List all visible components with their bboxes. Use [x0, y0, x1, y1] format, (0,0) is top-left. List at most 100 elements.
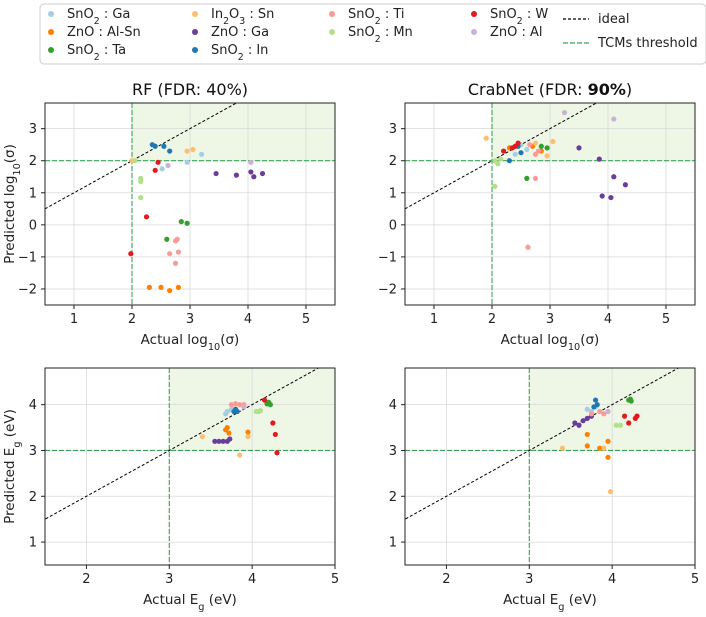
- data-point: [251, 174, 257, 180]
- data-point: [611, 116, 617, 122]
- legend-label: ZnO : Ga: [211, 25, 269, 40]
- data-point: [175, 249, 181, 255]
- data-point: [245, 434, 251, 440]
- ideal-line: [405, 368, 680, 520]
- x-axis-label: Actual log10(σ): [141, 332, 240, 353]
- data-point: [146, 284, 152, 290]
- data-point: [601, 445, 607, 451]
- data-point: [158, 284, 164, 290]
- data-point: [613, 422, 619, 428]
- data-point: [223, 411, 229, 417]
- data-point: [174, 236, 180, 242]
- data-point: [167, 251, 173, 257]
- y-tick-label: 2: [389, 490, 397, 505]
- legend-marker: [329, 11, 335, 17]
- data-point: [527, 142, 533, 148]
- data-point: [257, 408, 264, 414]
- data-point: [509, 145, 515, 151]
- data-point: [241, 404, 247, 410]
- legend-threshold-label: TCMs threshold: [597, 36, 698, 51]
- data-point: [226, 430, 232, 436]
- data-point: [544, 145, 550, 151]
- data-point: [237, 452, 243, 458]
- data-point: [165, 162, 171, 169]
- legend-marker: [471, 29, 477, 35]
- data-point: [161, 143, 167, 149]
- x-tick-label: 3: [165, 572, 173, 587]
- data-point: [608, 194, 614, 201]
- axes-frame: [44, 367, 336, 566]
- legend-marker: [48, 11, 54, 17]
- y-tick-label: 1: [29, 186, 37, 201]
- ideal-line: [405, 103, 598, 210]
- x-tick-label: 3: [546, 312, 554, 327]
- data-point: [178, 219, 184, 225]
- data-point: [605, 454, 611, 460]
- legend-marker: [329, 29, 335, 35]
- data-point: [492, 158, 498, 164]
- data-point: [605, 408, 611, 415]
- data-point: [237, 402, 243, 408]
- data-point: [561, 110, 568, 116]
- data-point: [559, 445, 566, 451]
- ideal-line: [45, 368, 320, 520]
- data-point: [167, 148, 173, 154]
- x-tick-label: 2: [128, 312, 136, 327]
- panel-rf-eg: 2 3 4 5 1 2 3 4 Actual Eg (eV) Predicted Eg (eV): [2, 367, 339, 613]
- data-point: [584, 431, 590, 438]
- data-point: [272, 431, 278, 438]
- y-tick-label: 4: [29, 398, 37, 413]
- data-point: [501, 148, 507, 154]
- x-tick-label: 1: [70, 312, 78, 327]
- panel-rf-sigma: 1 2 3 4 5 −2 −1 0 1 2 3 Actual log10(σ) Predicted lo…: [2, 80, 336, 353]
- y-tick-label: 3: [29, 444, 37, 459]
- data-point: [512, 151, 518, 157]
- data-point: [172, 260, 179, 266]
- y-tick-label: −2: [378, 282, 397, 297]
- legend-marker: [192, 29, 198, 35]
- legend-label: SnO2 : W: [490, 7, 548, 27]
- legend-marker: [192, 11, 198, 17]
- legend-box: [39, 3, 706, 65]
- x-tick-label: 4: [608, 572, 616, 587]
- data-point: [159, 166, 165, 172]
- data-point: [611, 174, 617, 180]
- x-tick-label: 3: [525, 572, 533, 587]
- panel-crabnet-sigma: 1 2 3 4 5 −2 −1 0 1 2 3 Actual log10(σ) CrabNet (FDR…: [378, 80, 696, 353]
- data-point: [492, 183, 498, 189]
- data-point: [628, 398, 634, 404]
- data-point: [550, 138, 556, 145]
- data-point: [584, 406, 590, 412]
- data-point: [152, 167, 158, 173]
- data-point: [506, 158, 512, 164]
- data-point: [264, 401, 270, 407]
- data-point: [524, 175, 530, 181]
- data-point: [584, 415, 590, 421]
- data-point: [227, 436, 233, 442]
- data-point: [592, 397, 599, 403]
- x-axis-label: Actual log10(σ): [501, 332, 600, 353]
- data-point: [605, 438, 611, 444]
- tcm-region: [132, 103, 335, 161]
- data-point: [248, 159, 254, 165]
- data-point: [580, 418, 586, 424]
- x-tick-label: 2: [82, 572, 90, 587]
- data-point: [143, 214, 150, 220]
- x-tick-label: 4: [248, 572, 256, 587]
- x-axis-label: Actual Eg (eV): [143, 592, 237, 613]
- data-point: [155, 159, 161, 165]
- data-point: [175, 284, 181, 290]
- data-point: [232, 401, 239, 407]
- ideal-line: [45, 103, 238, 210]
- y-tick-label: 0: [29, 218, 37, 233]
- legend-label: ZnO : Al-Sn: [67, 25, 141, 40]
- y-tick-label: 2: [29, 490, 37, 505]
- x-tick-label: 4: [604, 312, 612, 327]
- data-point: [532, 140, 539, 146]
- data-point: [245, 429, 251, 435]
- data-point: [164, 236, 170, 242]
- x-tick-label: 4: [244, 312, 252, 327]
- data-point: [525, 244, 531, 250]
